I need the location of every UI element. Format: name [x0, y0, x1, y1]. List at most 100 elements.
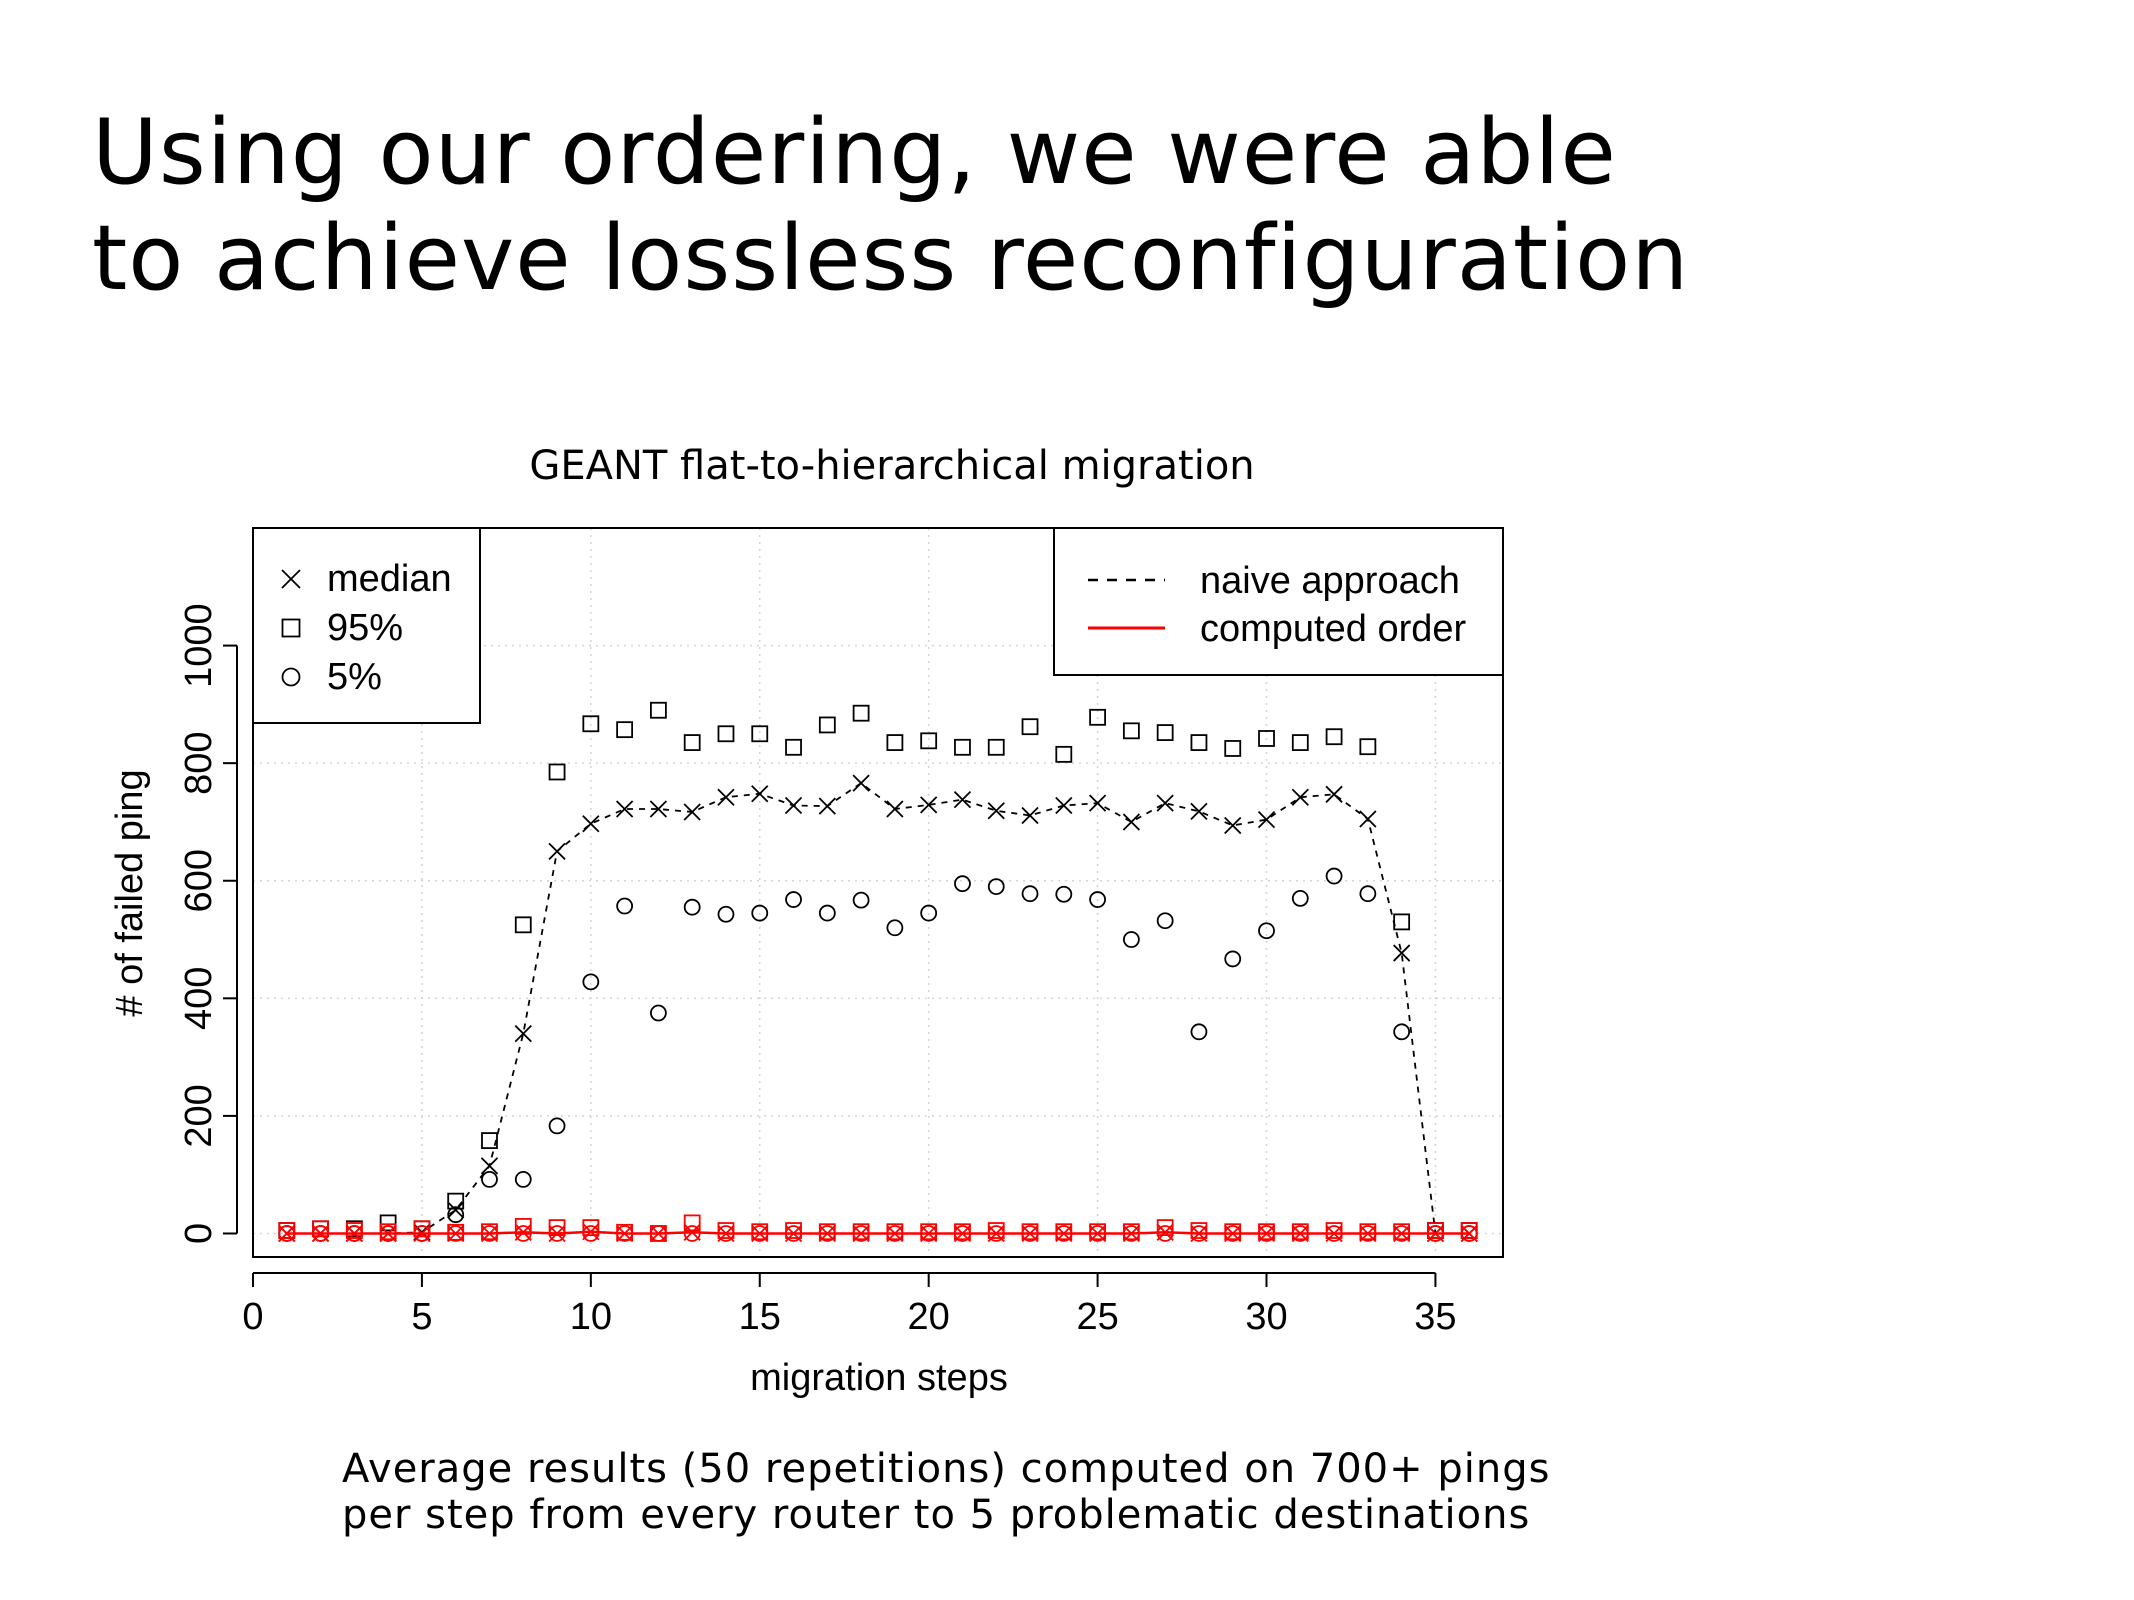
plot-frame — [252, 527, 1504, 1258]
slide-title-line-1: Using our ordering, we were able — [92, 100, 1617, 205]
point-5-naive-approach — [1156, 912, 1174, 930]
point-95-naive-approach — [650, 701, 667, 719]
point-5-computed-order — [413, 1225, 431, 1242]
point-5-computed-order — [1190, 1225, 1208, 1242]
y-tick-label: 600 — [178, 849, 220, 912]
legend-symbol-median — [281, 569, 301, 589]
point-95-naive-approach — [1325, 728, 1343, 746]
point-95-naive-approach — [582, 715, 600, 733]
point-median-naive-approach — [683, 803, 701, 821]
x-tick-label: 30 — [1245, 1296, 1287, 1338]
point-5-computed-order — [582, 1225, 600, 1242]
point-median-naive-approach — [1156, 794, 1174, 812]
point-95-naive-approach — [616, 721, 634, 739]
point-95-naive-approach — [447, 1192, 465, 1210]
point-95-naive-approach — [886, 734, 904, 751]
point-median-naive-approach — [886, 800, 904, 818]
point-5-computed-order — [548, 1225, 566, 1242]
legend-symbol-95 — [281, 618, 301, 638]
y-tick-label: 800 — [178, 731, 220, 794]
point-median-naive-approach — [649, 800, 668, 818]
point-95-naive-approach — [1190, 734, 1208, 751]
point-median-naive-approach — [1325, 785, 1343, 803]
point-95-naive-approach — [481, 1132, 498, 1149]
point-5-naive-approach — [1021, 885, 1039, 903]
x-tick-label: 5 — [411, 1296, 432, 1338]
point-median-naive-approach — [1224, 816, 1242, 835]
point-95-naive-approach — [954, 738, 971, 756]
point-5-computed-order — [1258, 1225, 1275, 1242]
y-tick-label: 0 — [178, 1223, 220, 1244]
point-5-computed-order — [1021, 1225, 1039, 1242]
legend-lines-box — [1053, 527, 1504, 676]
point-median-naive-approach — [953, 790, 972, 809]
point-median-naive-approach — [751, 785, 769, 803]
point-5-naive-approach — [1224, 950, 1242, 968]
x-tick-label: 15 — [739, 1296, 781, 1338]
point-5-naive-approach — [514, 1170, 532, 1188]
point-5-computed-order — [1359, 1225, 1377, 1242]
slide-title-line-2: to achieve lossless reconfiguration — [92, 206, 1690, 311]
legend-label-computed: computed order — [1200, 608, 1466, 650]
legend-markers: median 95% 5% — [252, 527, 481, 724]
point-95-naive-approach — [987, 738, 1005, 756]
point-95-naive-approach — [1122, 722, 1140, 740]
point-5-naive-approach — [1258, 922, 1275, 940]
point-5-computed-order — [818, 1225, 836, 1242]
point-95-naive-approach — [785, 738, 802, 756]
x-axis-label: migration steps — [750, 1357, 1008, 1399]
point-median-naive-approach — [1291, 788, 1309, 806]
point-5-computed-order — [481, 1225, 498, 1242]
point-5-naive-approach — [650, 1004, 667, 1022]
x-axis: 0 5 10 15 20 25 30 35 — [242, 1272, 1457, 1338]
point-5-computed-order — [379, 1225, 397, 1242]
point-5-computed-order — [987, 1225, 1005, 1242]
point-5-computed-order — [1460, 1225, 1478, 1242]
point-5-naive-approach — [1291, 889, 1309, 907]
point-5-computed-order — [717, 1225, 735, 1242]
point-95-computed-order — [312, 1220, 329, 1238]
point-5-naive-approach — [1122, 931, 1140, 948]
point-95-naive-approach — [1224, 740, 1242, 757]
slide-title: Using our ordering, we were able to achi… — [92, 100, 1689, 312]
caption-line-1: Average results (50 repetitions) compute… — [342, 1446, 1551, 1492]
point-95-naive-approach — [1055, 745, 1073, 763]
point-5-computed-order — [1156, 1225, 1174, 1242]
point-5-naive-approach — [954, 875, 971, 893]
legend-symbol-5 — [281, 667, 301, 687]
point-5-computed-order — [1291, 1225, 1309, 1242]
legend-label-5: 5% — [327, 656, 382, 698]
point-5-computed-order — [514, 1225, 532, 1242]
point-5-computed-order — [345, 1225, 363, 1242]
point-median-naive-approach — [514, 1024, 532, 1043]
point-5-naive-approach — [1055, 885, 1073, 903]
point-95-naive-approach — [548, 763, 566, 781]
x-tick-label: 10 — [570, 1296, 612, 1338]
legend-label-median: median — [327, 558, 452, 600]
point-5-computed-order — [1055, 1225, 1073, 1242]
point-5-computed-order — [886, 1225, 904, 1242]
point-median-naive-approach — [615, 800, 634, 818]
y-tick-label: 200 — [178, 1084, 220, 1147]
point-95-computed-order — [1156, 1219, 1174, 1237]
point-median-naive-approach — [1359, 810, 1377, 828]
point-95-naive-approach — [751, 725, 769, 743]
point-5-naive-approach — [751, 904, 769, 922]
point-median-naive-approach — [1055, 796, 1073, 815]
point-95-naive-approach — [1359, 738, 1377, 756]
point-95-naive-approach — [379, 1214, 397, 1232]
x-tick-label: 25 — [1076, 1296, 1118, 1338]
point-5-naive-approach — [683, 898, 701, 916]
point-median-naive-approach — [1088, 794, 1107, 812]
point-95-naive-approach — [852, 704, 870, 722]
point-5-computed-order — [1393, 1225, 1411, 1242]
y-axis: 0 200 400 600 800 1000 — [178, 603, 238, 1244]
point-5-naive-approach — [1190, 1023, 1208, 1041]
point-median-naive-approach — [582, 815, 600, 833]
slide-caption: Average results (50 repetitions) compute… — [342, 1446, 1550, 1538]
point-5-naive-approach — [1393, 1023, 1411, 1041]
caption-line-2: per step from every router to 5 problema… — [342, 1492, 1531, 1538]
point-median-naive-approach — [818, 797, 836, 815]
point-5-naive-approach — [548, 1117, 566, 1135]
